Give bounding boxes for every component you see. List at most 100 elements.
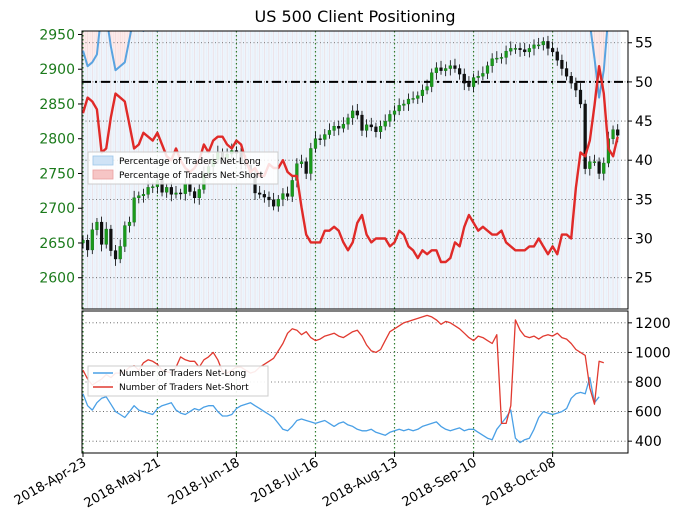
candle-body (360, 114, 364, 131)
candle-body (346, 117, 350, 125)
bottom-right-tick-label: 400 (635, 434, 662, 450)
candle-body (537, 44, 541, 47)
x-tick-label: 2018-Jul-16 (249, 455, 322, 506)
candle-body (434, 67, 438, 73)
candle-body (597, 161, 601, 174)
candle-body (337, 126, 341, 129)
candle-body (369, 124, 373, 128)
candle-body (318, 138, 322, 140)
candle-body (453, 65, 457, 69)
x-tick-label: 2018-Sep-10 (400, 455, 480, 510)
candle-body (327, 130, 332, 135)
candle-body (569, 75, 573, 84)
candle-body (420, 89, 425, 96)
candle-body (99, 221, 104, 245)
legend-label-net-long: Percentage of Traders Net-Long (119, 157, 261, 167)
left-tick-label: 2750 (39, 166, 75, 182)
candle-body (592, 161, 597, 163)
candle-body (560, 59, 564, 69)
candle-body (151, 186, 155, 188)
candle-body (299, 161, 304, 164)
candle-body (82, 239, 85, 244)
legend-label-traders-net-short: Number of Traders Net-Short (119, 383, 249, 393)
left-tick-label: 2850 (39, 97, 75, 113)
candle-body (365, 124, 369, 131)
candle-body (355, 110, 359, 116)
left-tick-label: 2600 (39, 271, 75, 287)
candle-body (281, 193, 285, 200)
candle-body (504, 50, 508, 58)
candle-body (546, 41, 550, 49)
candle-body (197, 189, 201, 199)
candle-body (532, 44, 536, 49)
candle-body (541, 41, 545, 46)
candle-body (471, 77, 476, 87)
right-tick-label: 30 (635, 232, 653, 248)
bottom-right-tick-label: 800 (635, 375, 662, 391)
candle-body (374, 126, 378, 132)
candle-body (481, 73, 485, 77)
candle-body (406, 98, 411, 105)
candle-body (95, 221, 99, 230)
candle-body (285, 193, 290, 197)
candle-body (304, 161, 308, 174)
candle-body (378, 126, 383, 132)
candle-body (351, 110, 355, 119)
candle-body (485, 65, 490, 74)
top-panel-frame (81, 30, 629, 310)
candle-body (551, 48, 555, 53)
right-tick-label: 45 (635, 114, 653, 130)
bottom-right-tick-label: 1200 (635, 316, 671, 332)
candle-body (578, 89, 583, 105)
net-short-fill-bar (82, 31, 86, 51)
right-tick-label: 35 (635, 192, 653, 208)
candle-body (518, 48, 522, 50)
x-tick-label: 2018-Oct-08 (480, 455, 558, 509)
traders-net-long-line (82, 376, 600, 444)
candle-body (444, 68, 448, 71)
candle-body (104, 228, 108, 245)
x-tick-label: 2018-Apr-23 (12, 455, 89, 508)
legend-swatch-net-short (92, 169, 114, 180)
bottom-legend: Number of Traders Net-Long Number of Trad… (87, 365, 269, 397)
candle-body (499, 57, 504, 59)
x-tick-label: 2018-Aug-13 (320, 455, 400, 510)
bottom-panel: 400 600 800 1000 1200 Number of Traders Net-… (12, 310, 671, 511)
candle-body (402, 103, 406, 106)
candle-body (132, 197, 136, 223)
candle-body (388, 114, 392, 122)
candle-body (416, 95, 420, 99)
candle-body (616, 129, 620, 136)
candle-body (583, 103, 587, 169)
candle-body (341, 123, 345, 129)
candle-body (90, 229, 94, 251)
bottom-right-axis-ticks: 400 600 800 1000 1200 (628, 316, 671, 450)
legend-label-net-short: Percentage of Traders Net-Short (119, 171, 264, 181)
candle-body (513, 48, 518, 50)
candle-body (467, 82, 471, 87)
candle-body (397, 105, 401, 112)
candle-body (490, 58, 494, 66)
candle-body (588, 161, 592, 169)
candle-body (179, 192, 183, 195)
candle-body (86, 239, 90, 251)
candle-body (267, 196, 271, 201)
candle-body (290, 180, 294, 197)
candle-body (425, 86, 429, 91)
legend-swatch-net-long (92, 155, 114, 166)
candle-body (258, 192, 262, 195)
candle-body (439, 67, 443, 71)
candle-body (332, 126, 336, 131)
top-legend: Percentage of Traders Net-Long Percentage… (87, 151, 279, 185)
left-tick-label: 2950 (39, 27, 75, 43)
candle-body (602, 162, 606, 174)
candle-body (188, 183, 192, 192)
legend-box (87, 365, 269, 397)
left-tick-label: 2700 (39, 201, 75, 217)
chart-title: US 500 Client Positioning (254, 7, 455, 26)
right-tick-label: 25 (635, 271, 653, 287)
candle-body (118, 246, 122, 260)
candle-body (183, 183, 187, 194)
left-axis-ticks: 2600 2650 2700 2750 2800 2850 2900 2950 (39, 27, 82, 287)
